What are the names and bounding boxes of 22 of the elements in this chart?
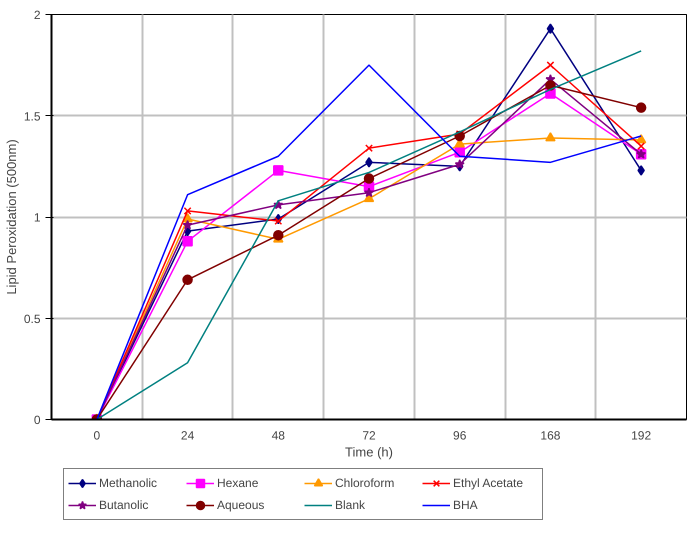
legend-label: BHA (453, 498, 479, 512)
x-tick-label: 24 (180, 428, 195, 442)
y-tick-label: 0.5 (24, 312, 41, 326)
legend-label: Blank (335, 498, 366, 512)
y-tick-label: 1.5 (24, 109, 41, 124)
x-tick-label: 168 (540, 428, 561, 442)
legend-label: Methanolic (99, 476, 158, 490)
x-tick-label: 192 (631, 428, 652, 442)
legend-label: Chloroform (335, 476, 396, 490)
legend-label: Aqueous (217, 498, 266, 512)
x-tick-label: 72 (362, 428, 376, 442)
legend-label: Butanolic (99, 498, 150, 512)
y-tick-label: 1 (34, 210, 41, 224)
legend-label: Ethyl Acetate (453, 476, 524, 490)
x-tick-label: 0 (94, 428, 101, 442)
x-axis-title: Time (h) (345, 444, 393, 460)
y-tick-label: 0 (34, 413, 41, 427)
y-tick-label: 2 (34, 8, 41, 22)
legend-label: Hexane (217, 476, 260, 490)
x-tick-label: 48 (272, 428, 286, 442)
x-tick-label: 96 (453, 428, 467, 442)
y-axis-title: Lipid Peroxidation (500nm) (4, 139, 19, 295)
